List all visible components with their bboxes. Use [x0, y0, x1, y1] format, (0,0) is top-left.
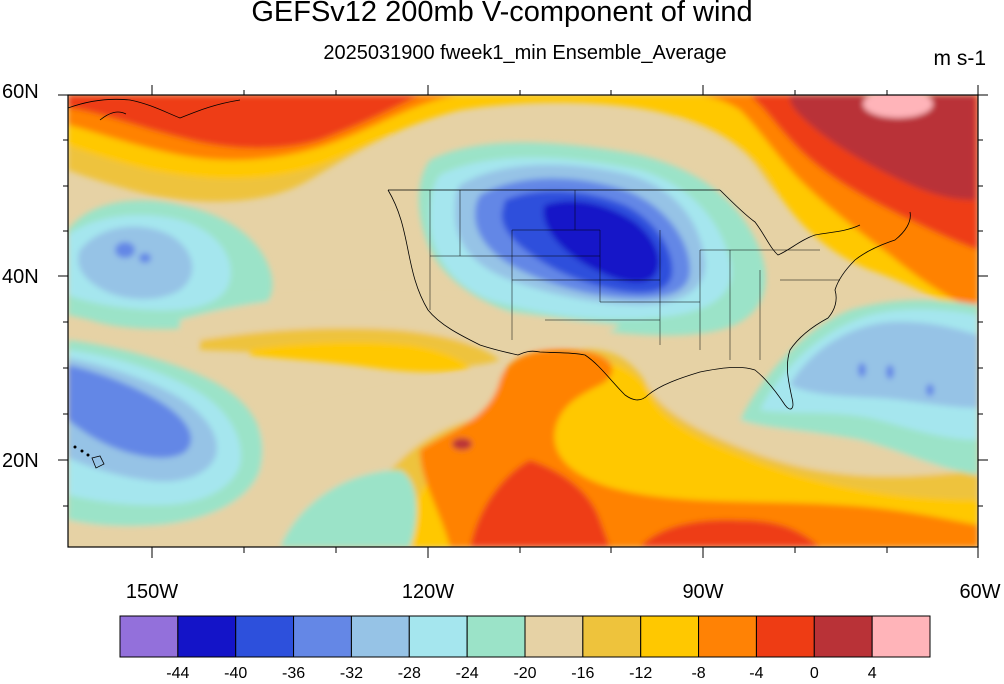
lat-label-40n: 40N: [2, 266, 39, 288]
colorbar-label: -24: [456, 665, 479, 682]
coastlines: [68, 98, 911, 410]
colorbar-swatch: [119, 615, 179, 658]
colorbar-label: 4: [868, 665, 877, 682]
colorbar-label: -44: [166, 665, 189, 682]
hawaii-islands: [73, 445, 105, 469]
colorbar-label: -28: [398, 665, 421, 682]
colorbar-swatch: [640, 615, 700, 658]
colorbar-swatch: [755, 615, 815, 658]
plot-frame: [67, 94, 979, 548]
axis-ticks: [58, 85, 988, 558]
colorbar-label: -16: [571, 665, 594, 682]
map-subtitle: 2025031900 fweek1_min Ensemble_Average: [323, 42, 727, 64]
colorbar-swatch: [582, 615, 642, 658]
colorbar-label: -4: [749, 665, 763, 682]
map-title: GEFSv12 200mb V-component of wind: [251, 0, 753, 28]
colorbar-swatch: [293, 615, 352, 658]
colorbar-label: -36: [282, 665, 305, 682]
colorbar-swatch: [350, 615, 410, 658]
colorbar-swatch: [524, 615, 584, 658]
colorbar: -44 -40 -36 -32 -28 -24 -20 -16 -12 -8 -4 0 4: [119, 615, 931, 682]
units-label: m s-1: [933, 47, 987, 70]
lat-label-60n: 60N: [2, 81, 39, 103]
colorbar-label: -8: [691, 665, 705, 682]
colorbar-swatch: [698, 615, 757, 658]
colorbar-swatch: [466, 615, 526, 658]
lon-label-150w: 150W: [126, 581, 178, 603]
colorbar-swatch: [235, 615, 295, 658]
colorbar-swatch: [813, 615, 873, 658]
lon-label-120w: 120W: [402, 581, 454, 603]
colorbar-label: 0: [810, 665, 819, 682]
colorbar-label: -32: [340, 665, 363, 682]
colorbar-label: -40: [224, 665, 247, 682]
colorbar-swatch: [871, 615, 931, 658]
lat-label-20n: 20N: [2, 450, 39, 472]
state-borders: [429, 190, 840, 360]
lon-label-60w: 60W: [959, 581, 1000, 603]
colorbar-swatch: [177, 615, 237, 658]
colorbar-label: -20: [513, 665, 536, 682]
lon-label-90w: 90W: [682, 581, 723, 603]
colorbar-swatch: [408, 615, 468, 658]
wind-contour-field: [68, 95, 978, 547]
colorbar-label: -12: [629, 665, 652, 682]
